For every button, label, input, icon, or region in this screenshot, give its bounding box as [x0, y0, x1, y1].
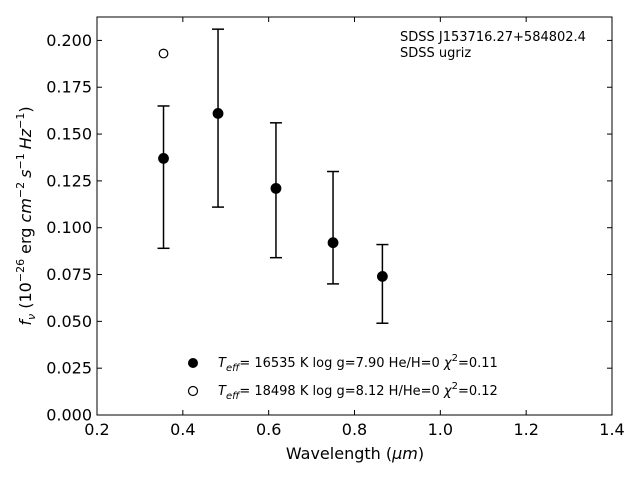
x-tick-label: 0.4 — [170, 420, 195, 439]
plot-frame — [96, 16, 613, 416]
legend: Teff= 16535 K log g=7.90 He/H=0 χ2=0.11 … — [187, 353, 498, 402]
annotation-object-name: SDSS J153716.27+584802.4 — [400, 30, 586, 45]
x-axis-label: Wavelength (μm) — [286, 444, 424, 463]
x-tick-label: 1.0 — [428, 420, 453, 439]
data-point-filled — [212, 108, 224, 119]
data-point-filled — [376, 271, 388, 282]
data-marks — [157, 28, 389, 324]
x-tick-label: 0.2 — [84, 420, 109, 439]
y-tick-label: 0.175 — [46, 78, 92, 97]
y-tick-label: 0.050 — [46, 312, 92, 331]
y-tick-label: 0.025 — [46, 359, 92, 378]
legend-entry-1: Teff= 16535 K log g=7.90 He/H=0 χ2=0.11 — [218, 353, 498, 374]
y-tick-label: 0.100 — [46, 218, 92, 237]
x-tick-label: 0.6 — [256, 420, 281, 439]
y-tick-label: 0.125 — [46, 171, 92, 190]
y-tick-label: 0.150 — [46, 125, 92, 144]
y-axis-label: fν (10−26 erg cm−2s−1Hz−1) — [14, 106, 38, 325]
x-tick-label: 1.2 — [513, 420, 538, 439]
x-tick-label: 1.4 — [599, 420, 624, 439]
data-point-filled — [327, 237, 339, 249]
legend-entry-2: Teff= 18498 K log g=8.12 H/He=0 χ2=0.12 — [218, 381, 498, 402]
data-point-filled — [270, 182, 282, 194]
x-tick-label: 0.8 — [342, 420, 367, 439]
y-tick-label: 0.000 — [46, 406, 92, 425]
legend-marker-filled — [188, 358, 198, 368]
y-tick-label: 0.075 — [46, 265, 92, 284]
data-point-filled — [158, 153, 169, 164]
legend-marker-open — [187, 385, 199, 397]
annotation-filter-set: SDSS ugriz — [400, 46, 471, 61]
axis-ticks: 0.2 0.4 0.6 0.8 1.0 1.2 1.4 0.000 0.025 0.050 0.07… — [46, 17, 625, 439]
y-tick-label: 0.200 — [46, 31, 92, 50]
data-point-open — [158, 48, 169, 59]
